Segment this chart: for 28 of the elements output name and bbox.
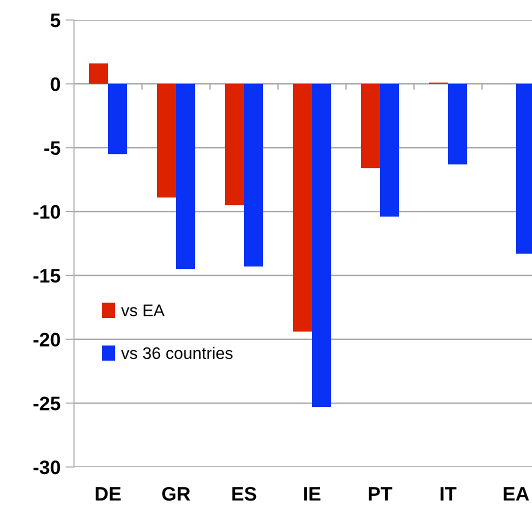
bar [88, 63, 108, 84]
y-tick-label: -30 [33, 460, 60, 474]
x-tick-label: IT [440, 487, 456, 501]
bar [292, 84, 312, 332]
legend-label: vs EA [121, 304, 165, 316]
x-tick-label: GR [162, 486, 190, 501]
x-tick-label: PT [368, 487, 392, 501]
bar [360, 84, 380, 168]
x-tick-label: EA [504, 487, 529, 501]
bar [108, 84, 128, 154]
y-tick-label: -20 [33, 332, 60, 347]
x-tick-label: ES [232, 486, 256, 501]
y-tick-label: -15 [33, 269, 60, 283]
y-tick-label: 0 [50, 77, 60, 92]
bar [224, 84, 244, 206]
y-tick-label: -5 [44, 141, 60, 155]
bar [448, 84, 468, 164]
bar [176, 84, 196, 270]
bar [156, 84, 176, 198]
y-tick-label: 5 [50, 14, 60, 28]
y-tick-label: -10 [33, 205, 60, 219]
y-tick-label: -25 [33, 396, 60, 410]
x-tick-label: IE [304, 487, 320, 501]
bar [380, 84, 400, 217]
bar [312, 84, 332, 407]
x-tick-label: DE [96, 487, 121, 501]
legend-label: vs 36 countries [121, 346, 233, 360]
bar [244, 84, 264, 266]
